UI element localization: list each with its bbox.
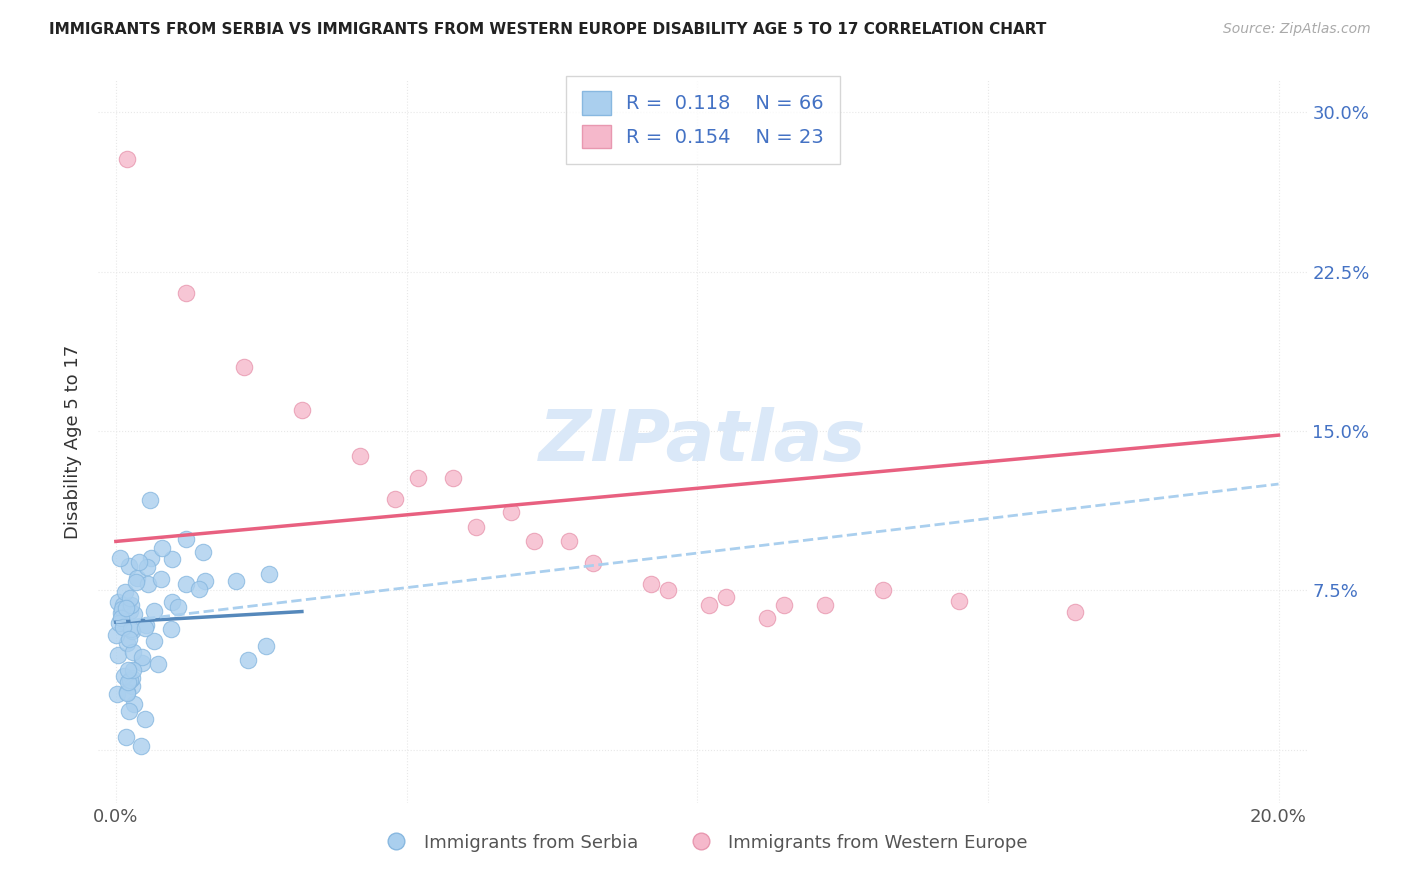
Point (160, 551, 183, 566)
Point (174, 532, 197, 546)
Point (118, 591, 141, 605)
Point (117, 674, 139, 689)
Point (139, 492, 162, 507)
Legend: Immigrants from Serbia, Immigrants from Western Europe: Immigrants from Serbia, Immigrants from … (371, 826, 1035, 859)
Point (134, 621, 156, 635)
Point (194, 574, 217, 588)
Point (136, 577, 159, 591)
Point (948, 594, 970, 608)
Point (127, 571, 149, 585)
Point (291, 402, 314, 417)
Point (640, 577, 662, 591)
Point (191, 545, 214, 559)
Point (112, 599, 135, 613)
Point (716, 590, 738, 604)
Point (115, 601, 138, 615)
Point (122, 645, 145, 659)
Point (117, 663, 139, 677)
Point (1064, 605, 1087, 619)
Point (150, 572, 173, 586)
Point (120, 673, 142, 687)
Point (167, 599, 190, 614)
Point (117, 152, 139, 166)
Point (135, 617, 157, 632)
Point (160, 622, 183, 636)
Point (115, 636, 138, 650)
Y-axis label: Disability Age 5 to 17: Disability Age 5 to 17 (65, 344, 83, 539)
Point (254, 639, 277, 653)
Point (131, 656, 153, 670)
Point (257, 566, 280, 581)
Point (150, 541, 173, 555)
Point (105, 628, 128, 642)
Point (136, 560, 159, 574)
Point (814, 598, 837, 612)
Point (523, 534, 546, 549)
Point (118, 705, 141, 719)
Point (349, 450, 371, 464)
Point (232, 360, 254, 375)
Point (122, 663, 145, 677)
Point (115, 684, 138, 698)
Point (501, 505, 523, 519)
Point (441, 471, 464, 485)
Point (121, 624, 143, 638)
Point (121, 679, 143, 693)
Point (238, 652, 260, 666)
Point (143, 603, 166, 617)
Point (872, 583, 894, 598)
Point (657, 583, 679, 598)
Point (118, 558, 141, 573)
Point (160, 595, 183, 609)
Point (465, 519, 488, 533)
Point (110, 606, 132, 620)
Point (225, 574, 247, 588)
Point (124, 574, 146, 589)
Point (139, 550, 162, 565)
Point (406, 471, 429, 485)
Point (124, 607, 146, 621)
Point (107, 595, 129, 609)
Point (118, 604, 141, 618)
Point (129, 739, 152, 754)
Point (122, 697, 145, 711)
Point (755, 611, 778, 625)
Point (114, 584, 136, 599)
Point (107, 687, 129, 701)
Point (131, 649, 153, 664)
Point (107, 648, 129, 663)
Point (384, 491, 406, 506)
Point (115, 730, 138, 744)
Point (174, 576, 197, 591)
Point (134, 712, 156, 726)
Point (117, 632, 139, 646)
Point (111, 602, 134, 616)
Point (773, 598, 796, 612)
Point (120, 598, 142, 612)
Text: Source: ZipAtlas.com: Source: ZipAtlas.com (1223, 22, 1371, 37)
Text: ZIPatlas: ZIPatlas (540, 407, 866, 476)
Point (110, 550, 132, 565)
Point (112, 620, 135, 634)
Point (558, 534, 581, 549)
Point (174, 285, 197, 300)
Point (112, 668, 135, 682)
Point (187, 582, 209, 596)
Point (146, 657, 169, 672)
Point (142, 633, 165, 648)
Point (128, 555, 150, 569)
Point (115, 686, 138, 700)
Point (121, 672, 143, 686)
Point (581, 556, 603, 570)
Point (110, 611, 132, 625)
Point (697, 598, 720, 612)
Point (120, 622, 142, 636)
Text: IMMIGRANTS FROM SERBIA VS IMMIGRANTS FROM WESTERN EUROPE DISABILITY AGE 5 TO 17 : IMMIGRANTS FROM SERBIA VS IMMIGRANTS FRO… (49, 22, 1046, 37)
Point (108, 615, 131, 630)
